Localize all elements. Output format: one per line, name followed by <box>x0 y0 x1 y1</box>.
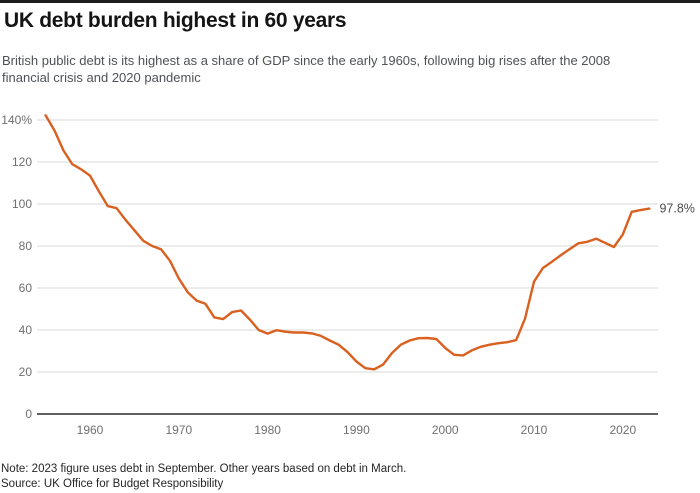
x-tick-label: 1970 <box>165 423 192 437</box>
chart-source: Source: UK Office for Budget Responsibil… <box>1 478 224 490</box>
chart-note: Note: 2023 figure uses debt in September… <box>1 463 407 475</box>
x-tick-label: 2000 <box>432 423 459 437</box>
y-tick-label: 60 <box>19 281 33 295</box>
x-tick-label: 2020 <box>609 423 636 437</box>
y-tick-label: 0 <box>25 407 32 421</box>
y-tick-label: 40 <box>19 323 33 337</box>
y-tick-label: 100 <box>12 197 32 211</box>
x-tick-label: 1960 <box>77 423 104 437</box>
chart-subtitle-line-1: British public debt is its highest as a … <box>2 53 611 68</box>
debt-line <box>44 114 651 371</box>
y-tick-label: 140% <box>1 113 32 127</box>
x-tick-label: 2010 <box>521 423 548 437</box>
y-tick-label: 120 <box>12 155 32 169</box>
end-value-label: 97.8% <box>659 202 694 216</box>
chart-subtitle-line-2: financial crisis and 2020 pandemic <box>2 70 201 85</box>
x-tick-label: 1980 <box>254 423 281 437</box>
top-rule <box>0 0 700 3</box>
y-tick-label: 20 <box>19 365 33 379</box>
chart-subtitle: British public debt is its highest as a … <box>2 52 610 86</box>
chart-title: UK debt burden highest in 60 years <box>4 9 347 32</box>
x-tick-label: 1990 <box>343 423 370 437</box>
y-tick-label: 80 <box>19 239 33 253</box>
